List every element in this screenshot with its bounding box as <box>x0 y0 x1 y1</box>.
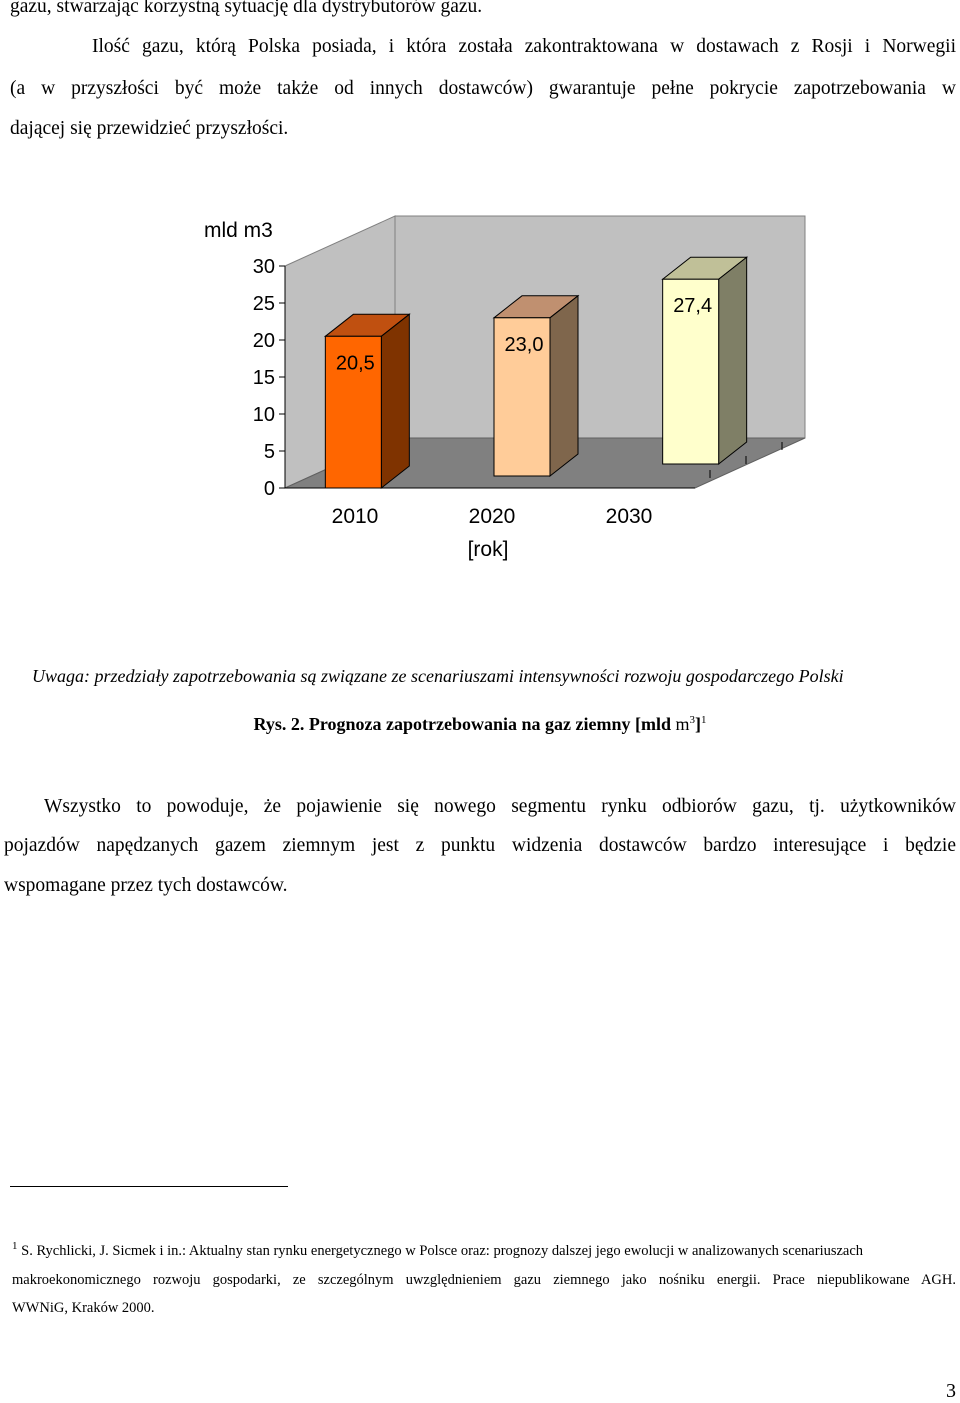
bar-side <box>380 313 410 490</box>
caption-close: ] <box>695 714 701 734</box>
x-axis-label: [rok] <box>468 538 509 561</box>
data-label: 23,0 <box>505 334 544 356</box>
y-tick-label: 20 <box>253 330 275 352</box>
x-tick-label: 2020 <box>469 505 516 528</box>
y-tick-label: 25 <box>253 293 275 315</box>
x-tick-label: 2010 <box>332 505 379 528</box>
bar <box>324 335 382 489</box>
bar <box>662 278 720 465</box>
paragraph-line: (a w przyszłości być może także od innyc… <box>10 78 956 99</box>
y-axis: 0 5 10 15 20 25 30 <box>253 256 695 500</box>
footnote-line: 1 S. Rychlicki, J. Sicmek i in.: Aktualn… <box>12 1240 958 1260</box>
paragraph-line: pojazdów napędzanych gazem ziemnym jest … <box>4 835 956 856</box>
paragraph-line: dającej się przewidzieć przyszłości. <box>10 118 289 139</box>
y-axis-label: mld m3 <box>204 219 273 242</box>
y-tick-label: 30 <box>253 256 275 278</box>
footnote-marker: 1 <box>12 1240 18 1252</box>
y-tick-label: 0 <box>264 478 275 500</box>
paragraph-line: wspomagane przez tych dostawców. <box>4 875 288 896</box>
page-number: 3 <box>946 1380 956 1402</box>
bar-side <box>718 256 748 466</box>
paragraph-line: Ilość gazu, którą Polska posiada, i któr… <box>92 36 956 57</box>
bar <box>493 317 551 477</box>
y-tick-label: 15 <box>253 367 275 389</box>
y-tick-label: 5 <box>264 441 275 463</box>
footnote-line: WWNiG, Kraków 2000. <box>12 1300 155 1316</box>
paragraph-line: gazu, stwarzając korzystną sytuację dla … <box>10 0 483 17</box>
y-tick-label: 10 <box>253 404 275 426</box>
data-label: 20,5 <box>336 352 375 374</box>
caption-exponent: 3 <box>689 714 696 726</box>
bar-side <box>549 294 579 478</box>
data-label: 27,4 <box>673 295 712 317</box>
caption-unit: m <box>675 714 690 734</box>
footnote-rule <box>10 1186 288 1187</box>
x-tick-label: 2030 <box>606 505 653 528</box>
footnote-line: makroekonomicznego rozwoju gospodarki, z… <box>12 1272 956 1288</box>
figure-caption: Rys. 2. Prognoza zapotrzebowania na gaz … <box>0 714 960 735</box>
bars: 20,5 2010 23,0 2020 27,4 2030 <box>323 256 749 528</box>
chart-note: Uwaga: przedziały zapotrzebowania są zwi… <box>32 666 844 686</box>
caption-main: Rys. 2. Prognoza zapotrzebowania na gaz … <box>253 714 671 734</box>
bar-chart-3d: 0 5 10 15 20 25 30 20,5 2010 23,0 2020 27,4 2030 ml… <box>204 215 806 561</box>
footnote-ref: 1 <box>701 714 707 726</box>
paragraph-line: Wszystko to powoduje, że pojawienie się … <box>44 796 956 817</box>
footnote-text: S. Rychlicki, J. Sicmek i in.: Aktualny … <box>21 1242 864 1259</box>
